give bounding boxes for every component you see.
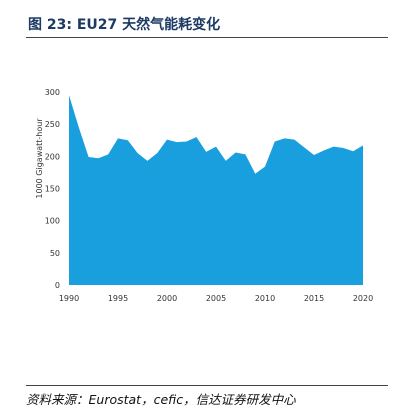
y-axis-ticks: 0 50 100 150 200 250 300 — [45, 88, 60, 290]
y-tick-label: 300 — [45, 88, 60, 97]
y-tick-label: 250 — [45, 120, 60, 129]
figure-title: 图 23: EU27 天然气能耗变化 — [28, 17, 221, 33]
plot-area — [69, 95, 363, 285]
x-tick-label: 1995 — [108, 294, 128, 303]
x-tick-label: 2005 — [206, 294, 226, 303]
area-chart: 0 50 100 150 200 250 300 1990 1995 2000 2005 2010 2… — [35, 88, 373, 303]
y-tick-label: 200 — [45, 152, 60, 161]
x-tick-label: 2000 — [157, 294, 177, 303]
x-tick-label: 2010 — [255, 294, 275, 303]
source-note: 资料来源：Eurostat，cefic，信达证券研发中心 — [26, 392, 296, 407]
y-axis-title: 1000 Gigawatt-hour — [35, 118, 44, 199]
y-tick-label: 150 — [45, 185, 60, 194]
y-tick-label: 0 — [55, 281, 60, 290]
x-tick-label: 1990 — [59, 294, 79, 303]
source-divider — [26, 385, 388, 386]
y-tick-label: 100 — [45, 217, 60, 226]
x-tick-label: 2020 — [353, 294, 373, 303]
x-tick-label: 2015 — [304, 294, 324, 303]
title-divider — [26, 37, 388, 38]
y-tick-label: 50 — [50, 249, 60, 258]
gas-consumption-area — [69, 95, 363, 285]
x-axis-ticks: 1990 1995 2000 2005 2010 2015 2020 — [59, 294, 373, 303]
